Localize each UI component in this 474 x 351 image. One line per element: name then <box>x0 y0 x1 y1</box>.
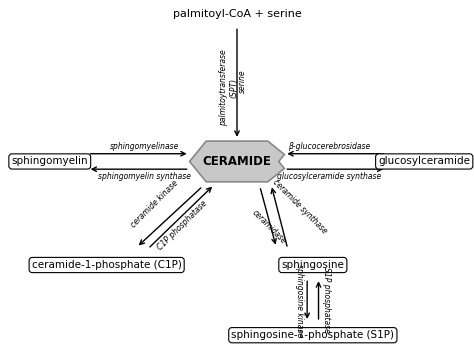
Text: ceramide synthase: ceramide synthase <box>271 177 329 235</box>
Polygon shape <box>190 141 284 182</box>
Text: serine: serine <box>238 69 247 93</box>
Text: sphingosine kinase: sphingosine kinase <box>295 264 304 337</box>
Text: sphingomyelin: sphingomyelin <box>11 157 88 166</box>
Text: β-glucocerebrosidase: β-glucocerebrosidase <box>288 142 371 151</box>
Text: sphingomyelinase: sphingomyelinase <box>110 142 179 151</box>
Text: sphingosine: sphingosine <box>282 260 344 270</box>
Text: palmitoytransferase
(SPT): palmitoytransferase (SPT) <box>219 49 238 126</box>
Text: glucosylceramide: glucosylceramide <box>378 157 470 166</box>
Text: glucosylceramide synthase: glucosylceramide synthase <box>277 172 382 181</box>
Text: CERAMIDE: CERAMIDE <box>202 155 272 168</box>
Text: sphingosine-1-phosphate (S1P): sphingosine-1-phosphate (S1P) <box>231 330 394 340</box>
Text: ceramide-1-phosphate (C1P): ceramide-1-phosphate (C1P) <box>32 260 182 270</box>
Text: S1P phosphatase: S1P phosphatase <box>322 267 330 333</box>
Text: ceramidase: ceramidase <box>250 208 288 246</box>
Text: sphingomyelin synthase: sphingomyelin synthase <box>98 172 191 181</box>
Text: ceramide kinase: ceramide kinase <box>128 179 180 230</box>
Text: palmitoyl-CoA + serine: palmitoyl-CoA + serine <box>173 9 301 19</box>
Text: C1P phosphatase: C1P phosphatase <box>156 199 209 252</box>
